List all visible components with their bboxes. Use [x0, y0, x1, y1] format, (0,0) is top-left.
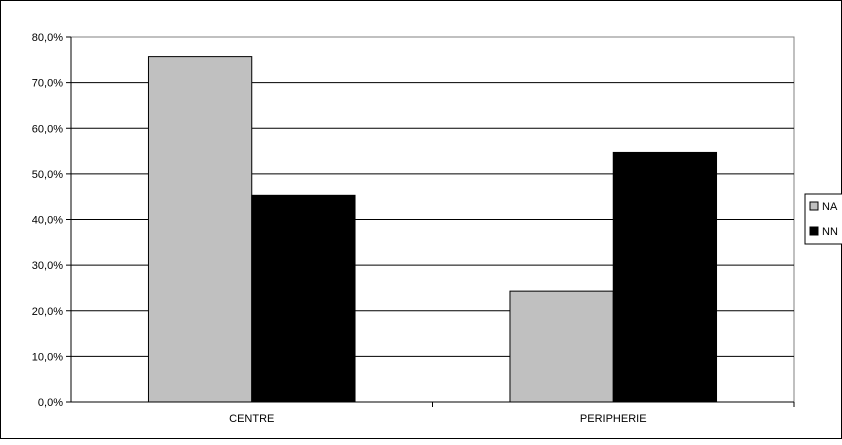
- bar-nn-peripherie: [612, 151, 718, 403]
- x-tick-label: CENTRE: [229, 413, 274, 425]
- legend-label: NN: [822, 226, 838, 238]
- legend: NA NN: [804, 193, 842, 245]
- y-tick-label: 80,0%: [32, 32, 63, 44]
- bars: [147, 56, 718, 403]
- bar-na-centre: [147, 56, 253, 403]
- legend-label: NA: [822, 201, 838, 213]
- legend-swatch: [809, 226, 819, 236]
- y-tick-label: 40,0%: [32, 215, 63, 227]
- y-tick-label: 70,0%: [32, 78, 63, 90]
- axes: 0,0% 10,0% 20,0% 30,0% 40,0% 50,0% 60,0% 70,0% 8…: [32, 32, 795, 425]
- y-tick-label: 60,0%: [32, 123, 63, 135]
- y-tick-label: 0,0%: [38, 397, 63, 409]
- y-tick-label: 20,0%: [32, 306, 63, 318]
- bar-nn-centre: [251, 194, 356, 403]
- y-tick-label: 50,0%: [32, 169, 63, 181]
- bar-na-peripherie: [509, 290, 614, 403]
- legend-swatch: [809, 201, 819, 211]
- x-tick-label: PERIPHERIE: [580, 413, 647, 425]
- y-tick-label: 10,0%: [32, 351, 63, 363]
- y-tick-label: 30,0%: [32, 260, 63, 272]
